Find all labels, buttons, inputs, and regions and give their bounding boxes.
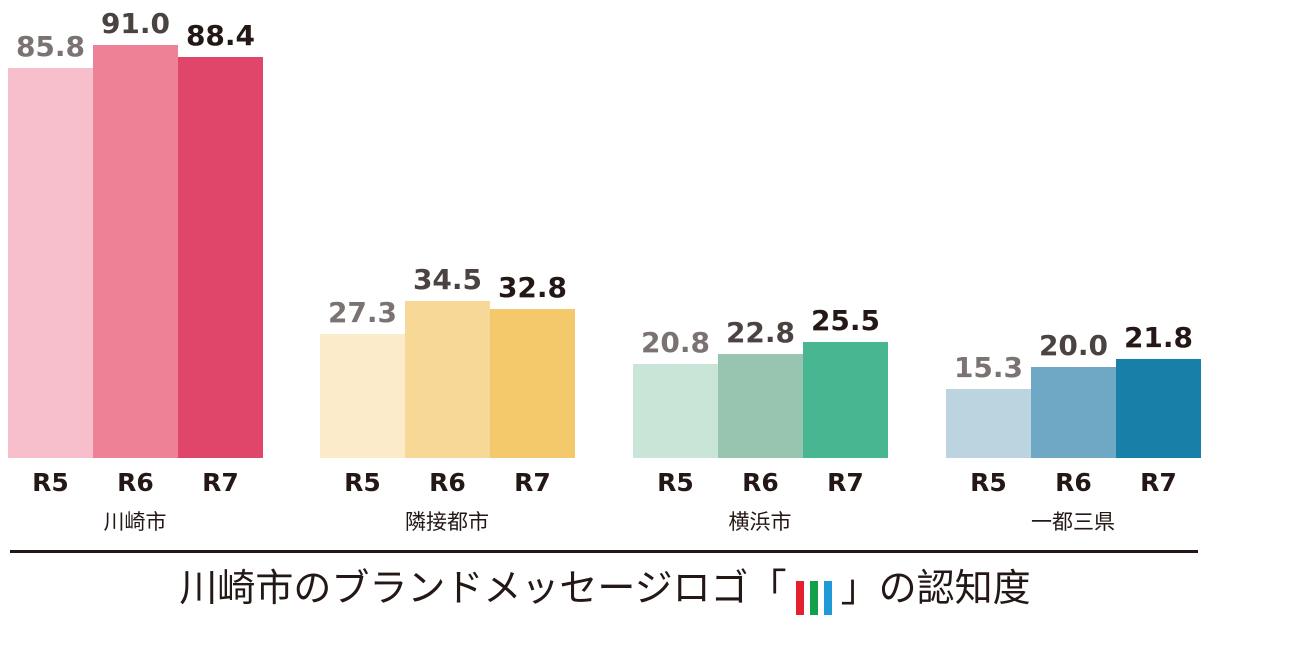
x-tick-label: R6 [117,468,154,497]
bar-r7 [178,56,263,458]
x-tick-label: R7 [514,468,551,497]
bar-r6 [93,44,178,458]
axis-rule [10,550,1198,553]
data-label: 22.8 [725,316,796,350]
brand-logo-icon [793,574,835,615]
x-tick-label: R5 [32,468,69,497]
x-tick-label: R5 [970,468,1007,497]
chart-title: 川崎市のブランドメッセージロゴ「 」の認知度 [0,560,1210,616]
bar-r7 [803,342,888,458]
bar-r5 [320,334,405,458]
data-label: 20.8 [640,325,711,359]
data-label: 27.3 [327,296,398,330]
category-label: 川崎市 [103,510,167,534]
x-tick-label: R7 [1140,468,1177,497]
category-label: 一都三県 [1031,510,1115,534]
bar-r5 [946,388,1031,458]
data-label: 34.5 [412,263,483,297]
data-label: 85.8 [15,30,86,64]
data-label: 32.8 [497,271,568,305]
bar-r7 [490,309,575,458]
x-tick-label: R5 [344,468,381,497]
bar-r6 [718,354,803,458]
bar-r6 [405,301,490,458]
data-label: 15.3 [953,350,1024,384]
x-tick-label: R6 [1055,468,1092,497]
data-label: 25.5 [810,304,881,338]
x-tick-label: R7 [827,468,864,497]
bar-r5 [633,363,718,458]
category-label: 横浜市 [728,510,792,534]
data-label: 88.4 [185,18,256,52]
bar-r6 [1031,367,1116,458]
category-label: 隣接都市 [405,510,489,534]
x-tick-label: R5 [657,468,694,497]
bar-r5 [8,68,93,458]
data-label: 91.0 [100,6,171,40]
x-tick-label: R6 [742,468,779,497]
chart-title-prefix: 川崎市のブランドメッセージロゴ「 [179,566,787,610]
chart-title-suffix: 」の認知度 [840,566,1031,610]
data-label: 21.8 [1123,321,1194,355]
data-label: 20.0 [1038,329,1109,363]
bar-r7 [1116,359,1201,458]
x-tick-label: R7 [202,468,239,497]
x-tick-label: R6 [429,468,466,497]
